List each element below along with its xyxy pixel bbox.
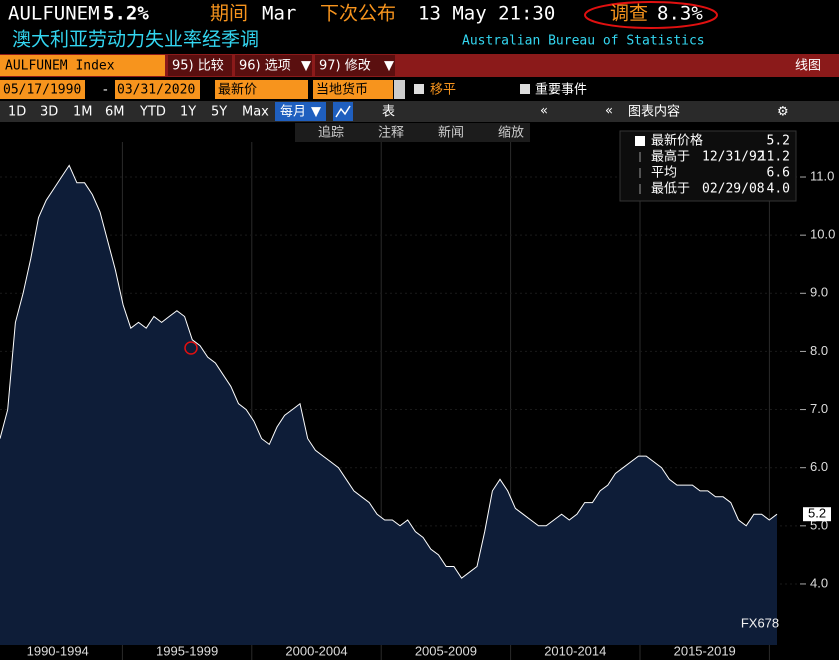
last-value-label: 5.2 — [808, 506, 826, 521]
last-value: 5.2% — [103, 3, 149, 25]
subtool[interactable]: 缩放 — [498, 125, 524, 141]
frequency-box[interactable] — [275, 102, 326, 121]
table[interactable]: 表 — [382, 105, 395, 120]
start-box[interactable] — [0, 80, 85, 99]
y-tick-label: 10.0 — [810, 227, 835, 242]
y-tick-label: 9.0 — [810, 285, 828, 300]
x-period-label: 1990-1994 — [27, 643, 89, 658]
x-period-label: 1995-1999 — [156, 643, 218, 658]
x-period-label: 2015-2019 — [674, 643, 736, 658]
range-button[interactable]: 1D — [8, 105, 26, 120]
range-button[interactable]: 5Y — [211, 105, 227, 120]
compare: 95) 比较 — [172, 59, 224, 74]
x-period-label: 2010-2014 — [544, 643, 606, 658]
checkbox[interactable] — [414, 84, 424, 94]
x-period-label: 2005-2009 — [415, 643, 477, 658]
field: 最新价 — [218, 82, 257, 98]
subtool[interactable]: 追踪 — [318, 125, 344, 141]
currency-drop[interactable] — [394, 80, 405, 99]
subtoolbar — [295, 123, 530, 142]
dropdown-arrow: ▼ — [311, 105, 321, 120]
range-button[interactable]: Max — [242, 105, 269, 120]
options-btn[interactable] — [235, 55, 312, 76]
legend-value: 11.2 — [759, 150, 790, 165]
security-box[interactable] — [0, 55, 165, 76]
settings[interactable]: ⚙ — [777, 105, 789, 120]
y-tick-label: 8.0 — [810, 343, 828, 358]
next-release: 13 May 21:30 — [418, 3, 555, 25]
checkbox[interactable] — [520, 84, 530, 94]
collapse[interactable]: « — [605, 104, 613, 119]
options: 96) 选项 — [239, 59, 291, 74]
date-sep: - — [103, 83, 108, 98]
modify-btn[interactable] — [315, 55, 395, 76]
modify: 97) 修改 — [319, 59, 371, 74]
line — [0, 164, 778, 579]
y-tick-label: 6.0 — [810, 459, 828, 474]
y-tick-label: 4.0 — [810, 575, 828, 590]
legend-value: 6.6 — [767, 166, 790, 181]
frequency: 每月 — [280, 104, 306, 120]
last-value-box — [803, 507, 831, 522]
legend-value: 4.0 — [767, 182, 790, 197]
legend-label: 平均 — [651, 166, 677, 181]
end-date: 03/31/2020 — [117, 83, 195, 98]
legend-label: 最低于 — [651, 182, 690, 197]
header-bg — [0, 0, 839, 54]
legend-label: 最新价格 — [651, 133, 703, 149]
dropdown-arrow: ▼ — [384, 59, 394, 74]
range-button[interactable]: YTD — [139, 105, 166, 120]
chart-icon-glyph — [335, 105, 351, 118]
range-button[interactable]: 3D — [40, 105, 58, 120]
area — [0, 165, 777, 645]
survey-label: 调查 — [610, 3, 648, 25]
legend-box — [619, 130, 797, 202]
start-date: 05/17/1990 — [3, 83, 81, 98]
source: Australian Bureau of Statistics — [462, 34, 705, 49]
plot: 1990-1994 1995-1999 2000-2004 2005-2009 2010… — [0, 142, 839, 660]
dropdown-arrow: ▼ — [301, 59, 311, 74]
currency: 当地货币 — [316, 82, 368, 98]
legend-date: 12/31/92 — [702, 150, 765, 165]
period: Mar — [262, 3, 296, 25]
end-box[interactable] — [115, 80, 200, 99]
compare-btn[interactable] — [168, 55, 232, 76]
highlight-circle — [184, 341, 198, 355]
range-button[interactable]: 1Y — [180, 105, 196, 120]
ticker: AULFUNEM — [8, 3, 100, 25]
highlight-ellipse — [584, 1, 718, 29]
currency-box[interactable] — [313, 80, 393, 99]
events: 重要事件 — [535, 82, 587, 98]
range-button[interactable]: 6M — [105, 105, 125, 120]
toolbar — [0, 101, 839, 122]
security: AULFUNEM Index — [5, 59, 115, 74]
range-button[interactable]: 1M — [73, 105, 93, 120]
x-period-label: 2000-2004 — [285, 643, 347, 658]
legend-label: 最高于 — [651, 149, 690, 165]
legend-swatch — [635, 136, 645, 146]
subtool[interactable]: 新闻 — [438, 125, 464, 141]
watermark: FX678 — [741, 615, 779, 630]
collapse[interactable]: « — [540, 104, 548, 119]
survey: 8.3% — [657, 3, 703, 25]
y-tick-label: 7.0 — [810, 401, 828, 416]
name-cn: 澳大利亚劳动力失业率经季调 — [12, 29, 259, 51]
legend-date: 02/29/08 — [702, 182, 765, 197]
subtool[interactable]: 注释 — [378, 126, 404, 141]
y-tick-label: 11.0 — [810, 168, 834, 183]
chart-type[interactable]: 线图 — [795, 59, 821, 74]
field-box[interactable] — [215, 80, 308, 99]
next-label: 下次公布 — [320, 3, 396, 25]
smooth: 移平 — [430, 83, 456, 98]
legend-value: 5.2 — [767, 134, 790, 149]
contents[interactable]: 图表内容 — [628, 104, 680, 120]
period-label: 期间 — [210, 3, 248, 25]
